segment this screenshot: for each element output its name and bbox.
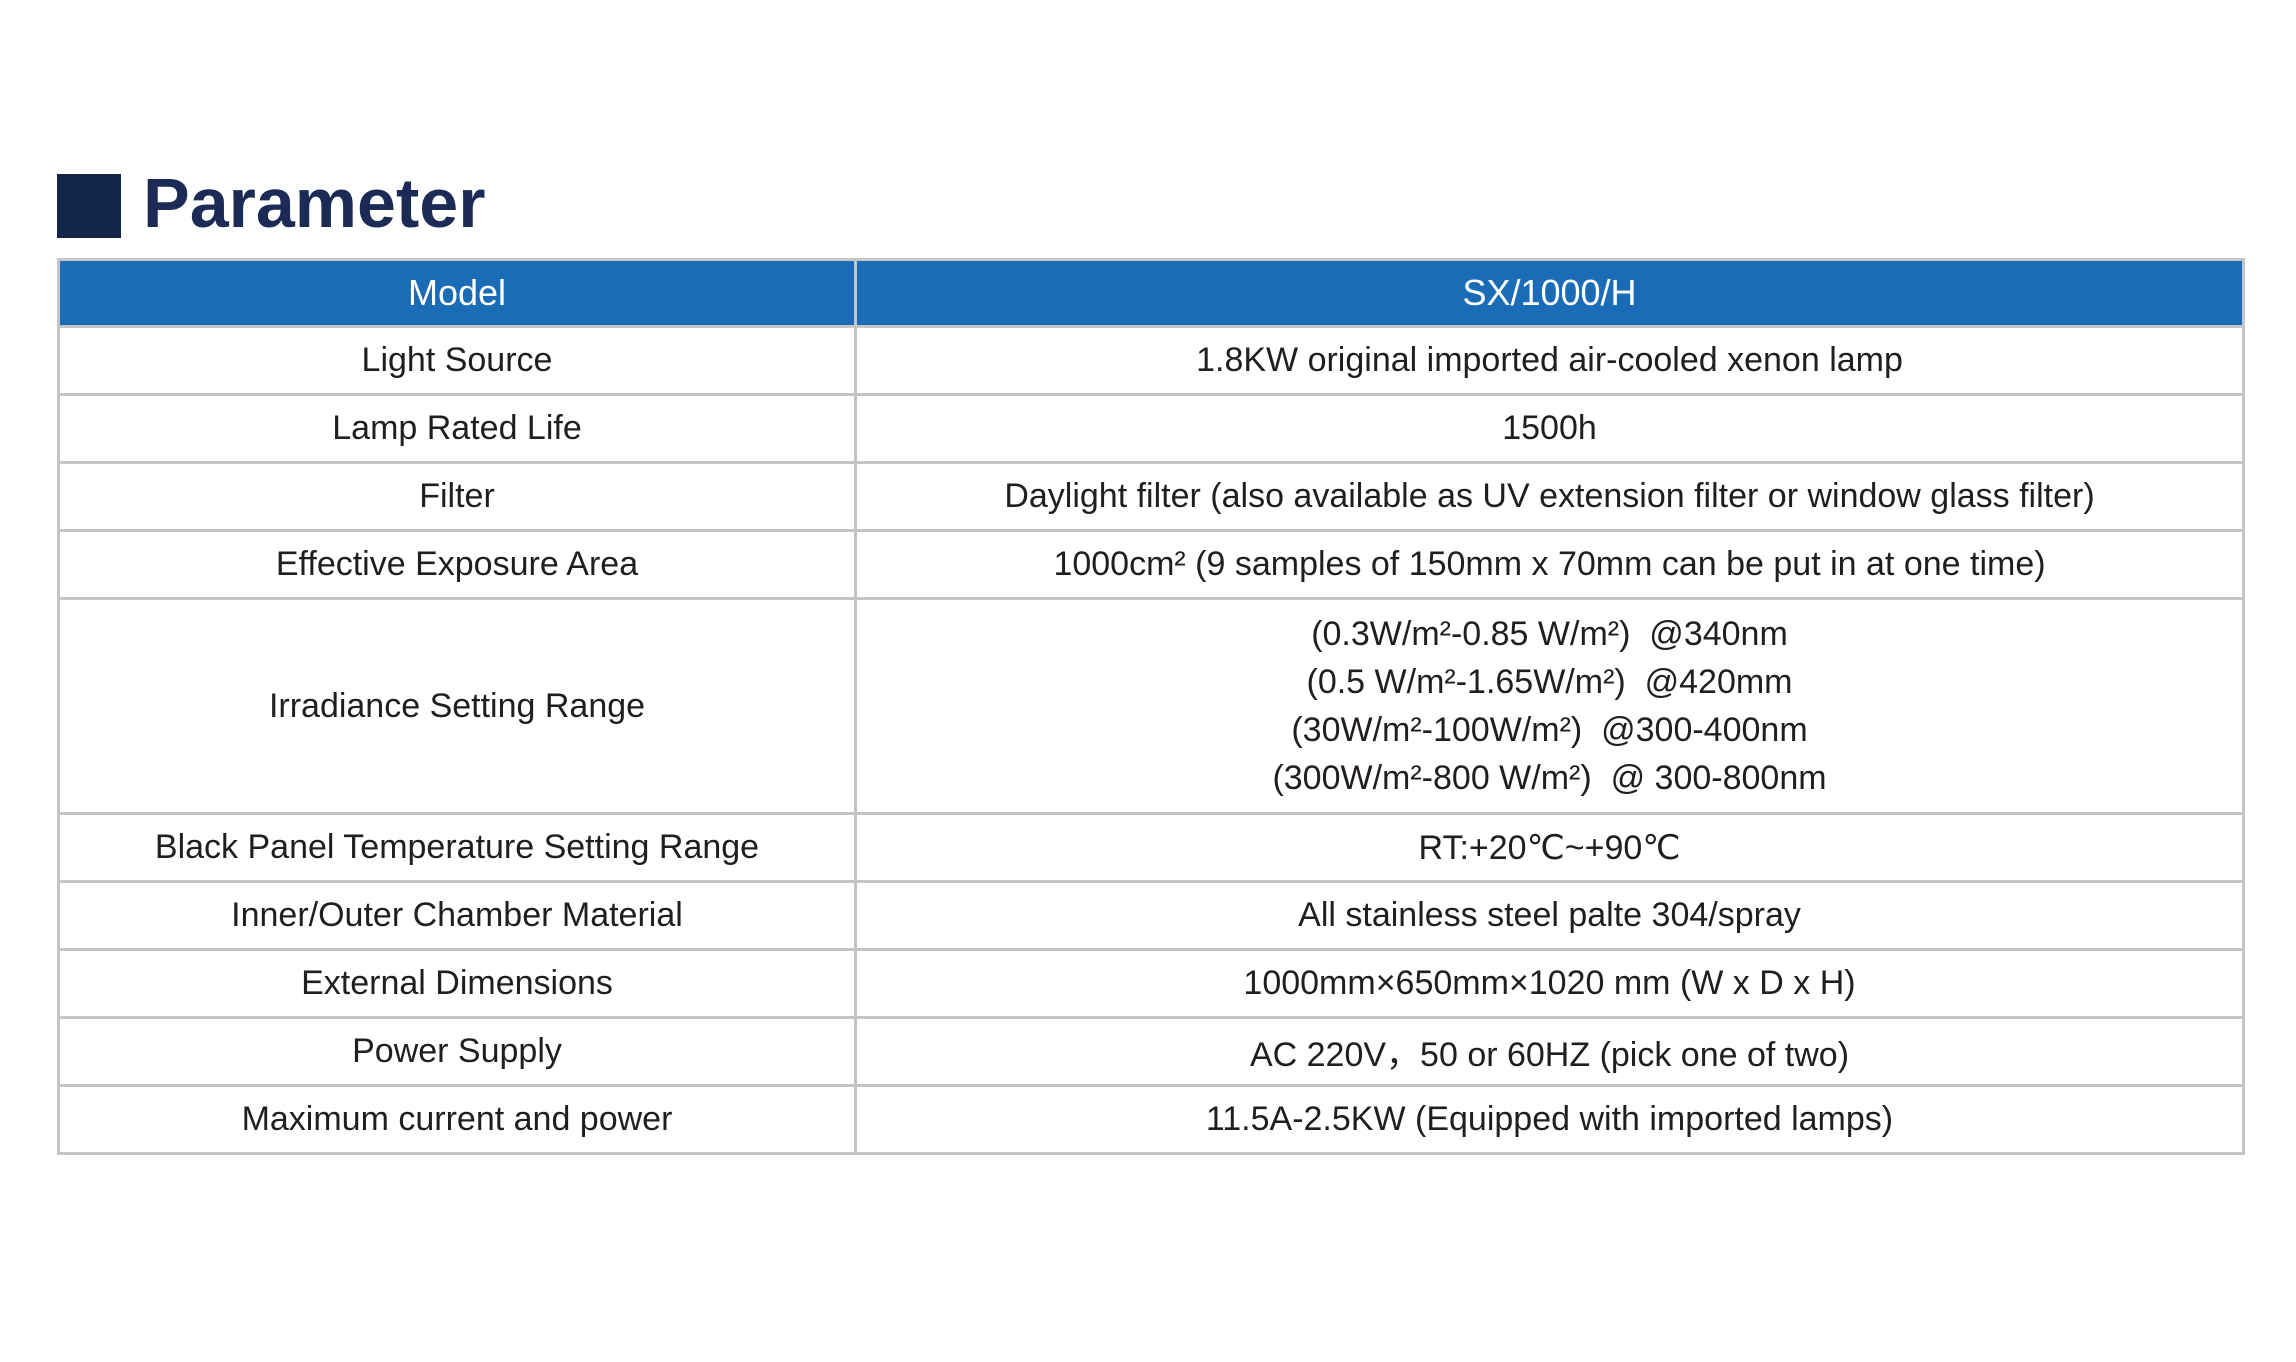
table-row: Maximum current and power 11.5A-2.5KW (E… (57, 1084, 2245, 1155)
row-value: 1000cm² (9 samples of 150mm x 70mm can b… (854, 529, 2245, 600)
row-value: Daylight filter (also available as UV ex… (854, 461, 2245, 532)
table-header-model-value: SX/1000/H (854, 258, 2245, 328)
table-body: Light Source 1.8KW original imported air… (57, 325, 2245, 1155)
table-row: Filter Daylight filter (also available a… (57, 461, 2245, 532)
table-row: Light Source 1.8KW original imported air… (57, 325, 2245, 396)
table-row: External Dimensions 1000mm×650mm×1020 mm… (57, 948, 2245, 1019)
row-label: Light Source (57, 325, 857, 396)
table-header-model: Model (57, 258, 857, 328)
table-row: Effective Exposure Area 1000cm² (9 sampl… (57, 529, 2245, 600)
row-label: External Dimensions (57, 948, 857, 1019)
row-value: 1500h (854, 393, 2245, 464)
value-line: (300W/m²-800 W/m²) @ 300-800nm (1272, 759, 1827, 797)
value-line: (0.5 W/m²-1.65W/m²) @420mm (1306, 663, 1793, 701)
row-value: (0.3W/m²-0.85 W/m²) @340nm (0.5 W/m²-1.65… (854, 597, 2245, 815)
heading-square-bullet-icon (57, 174, 121, 238)
table-header-row: Model SX/1000/H (57, 258, 2245, 328)
parameter-table: Model SX/1000/H Light Source 1.8KW origi… (57, 258, 2245, 1155)
table-row: Black Panel Temperature Setting Range RT… (57, 812, 2245, 883)
section-heading: Parameter (57, 168, 485, 244)
row-label: Irradiance Setting Range (57, 597, 857, 815)
value-line: (30W/m²-100W/m²) @300-400nm (1291, 711, 1808, 749)
table-row: Power Supply AC 220V，50 or 60HZ (pick on… (57, 1016, 2245, 1087)
row-value: 1.8KW original imported air-cooled xenon… (854, 325, 2245, 396)
table-row: Irradiance Setting Range (0.3W/m²-0.85 W… (57, 597, 2245, 815)
row-value: All stainless steel palte 304/spray (854, 880, 2245, 951)
row-label: Black Panel Temperature Setting Range (57, 812, 857, 883)
row-label: Filter (57, 461, 857, 532)
page-title: Parameter (143, 164, 486, 242)
row-label: Maximum current and power (57, 1084, 857, 1155)
value-line: (0.3W/m²-0.85 W/m²) @340nm (1311, 615, 1788, 653)
row-label: Lamp Rated Life (57, 393, 857, 464)
row-label: Inner/Outer Chamber Material (57, 880, 857, 951)
row-label: Effective Exposure Area (57, 529, 857, 600)
row-label: Power Supply (57, 1016, 857, 1087)
table-row: Lamp Rated Life 1500h (57, 393, 2245, 464)
table-row: Inner/Outer Chamber Material All stainle… (57, 880, 2245, 951)
row-value: AC 220V，50 or 60HZ (pick one of two) (854, 1016, 2245, 1087)
row-value: RT:+20℃~+90℃ (854, 812, 2245, 883)
row-value: 11.5A-2.5KW (Equipped with imported lamp… (854, 1084, 2245, 1155)
row-value: 1000mm×650mm×1020 mm (W x D x H) (854, 948, 2245, 1019)
